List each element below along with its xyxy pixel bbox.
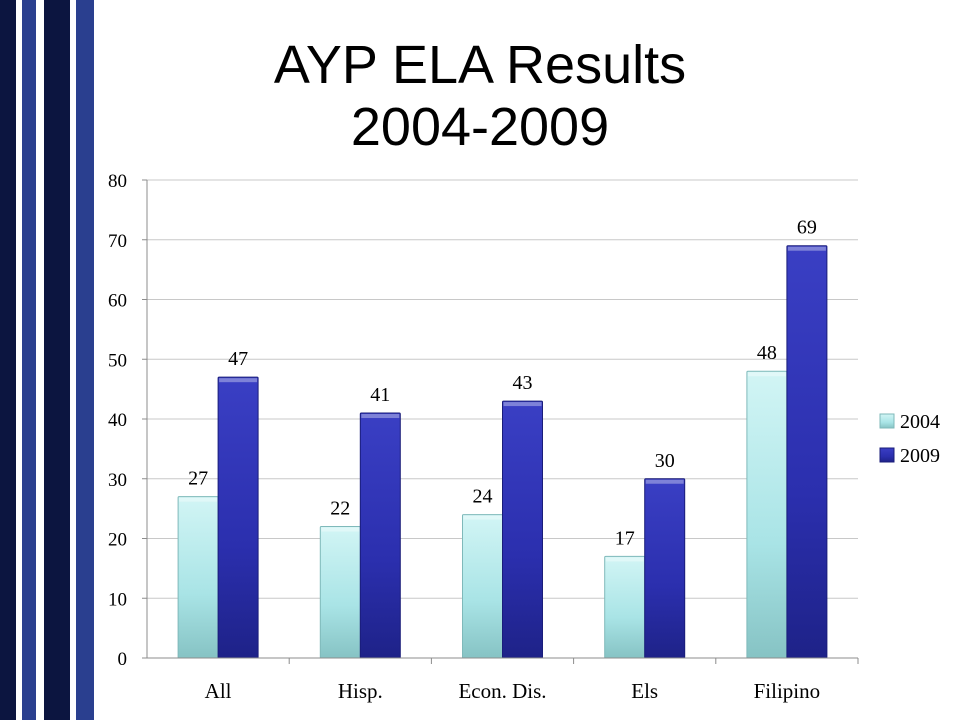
bar-top-highlight xyxy=(503,402,542,407)
y-tick-label: 60 xyxy=(108,291,127,312)
y-tick-label: 30 xyxy=(108,470,127,491)
y-tick-label: 40 xyxy=(108,410,127,431)
data-label-2009: 47 xyxy=(228,348,248,370)
data-label-2004: 27 xyxy=(188,468,208,490)
bar-2004-econ-dis xyxy=(462,514,503,659)
data-label-2004: 17 xyxy=(615,527,635,549)
legend-label-2004: 2004 xyxy=(900,411,940,433)
y-tick-label: 70 xyxy=(108,231,127,252)
legend-swatch-2009 xyxy=(879,447,895,463)
x-category-label: Els xyxy=(631,679,658,703)
data-label-2009: 41 xyxy=(370,384,390,406)
slide-title-line-1: AYP ELA Results xyxy=(273,35,687,95)
y-axis: 0 10 20 30 40 50 60 70 80 xyxy=(108,171,148,670)
slide-title: AYP ELA Results 2004-2009 xyxy=(130,34,830,158)
data-label-2009: 43 xyxy=(513,372,533,394)
data-label-2004: 48 xyxy=(757,342,777,364)
bar-2009-filipino xyxy=(786,245,828,659)
legend: 2004 2009 xyxy=(879,411,940,467)
x-category-label: All xyxy=(205,679,232,703)
x-category-label: Hisp. xyxy=(338,679,383,703)
data-label-2009: 69 xyxy=(797,217,817,239)
x-category-label: Econ. Dis. xyxy=(458,679,546,703)
bar-2009-all xyxy=(217,376,259,659)
bar-2009-econ-dis xyxy=(502,400,543,659)
legend-swatch-2004 xyxy=(879,413,895,429)
bar-2004-filipino xyxy=(746,370,788,659)
bar-top-highlight xyxy=(645,479,684,484)
y-tick-label: 80 xyxy=(108,171,127,192)
x-category-label: Filipino xyxy=(754,679,821,703)
bar-top-highlight xyxy=(747,372,786,377)
y-tick-label: 10 xyxy=(108,589,127,610)
bar-top-highlight xyxy=(321,527,360,532)
slide-title-line-2: 2004-2009 xyxy=(350,97,610,157)
y-tick-label: 50 xyxy=(108,350,127,371)
bar-2004-hisp xyxy=(319,526,361,659)
bar-top-highlight xyxy=(605,557,644,562)
bar-top-highlight xyxy=(361,414,400,419)
bar-top-highlight xyxy=(179,497,218,502)
y-tick-label: 20 xyxy=(108,530,127,551)
decorative-side-stripes xyxy=(0,0,94,720)
bar-top-highlight xyxy=(787,246,826,251)
bars xyxy=(177,245,828,659)
legend-label-2009: 2009 xyxy=(900,445,940,467)
bar-top-highlight xyxy=(219,378,258,383)
bar-2009-els xyxy=(644,478,686,659)
data-label-2004: 24 xyxy=(473,486,493,508)
y-tick-label: 0 xyxy=(118,649,128,670)
bar-2004-all xyxy=(177,496,219,659)
bar-2009-hisp xyxy=(359,412,401,659)
data-label-2009: 30 xyxy=(655,450,675,472)
bar-top-highlight xyxy=(463,515,502,520)
bar-2004-els xyxy=(604,555,646,659)
x-axis: All Hisp. Econ. Dis. Els Filipino xyxy=(147,657,859,703)
data-label-2004: 22 xyxy=(330,498,350,520)
data-labels: 27 47 22 41 24 43 17 30 48 69 xyxy=(188,217,817,550)
